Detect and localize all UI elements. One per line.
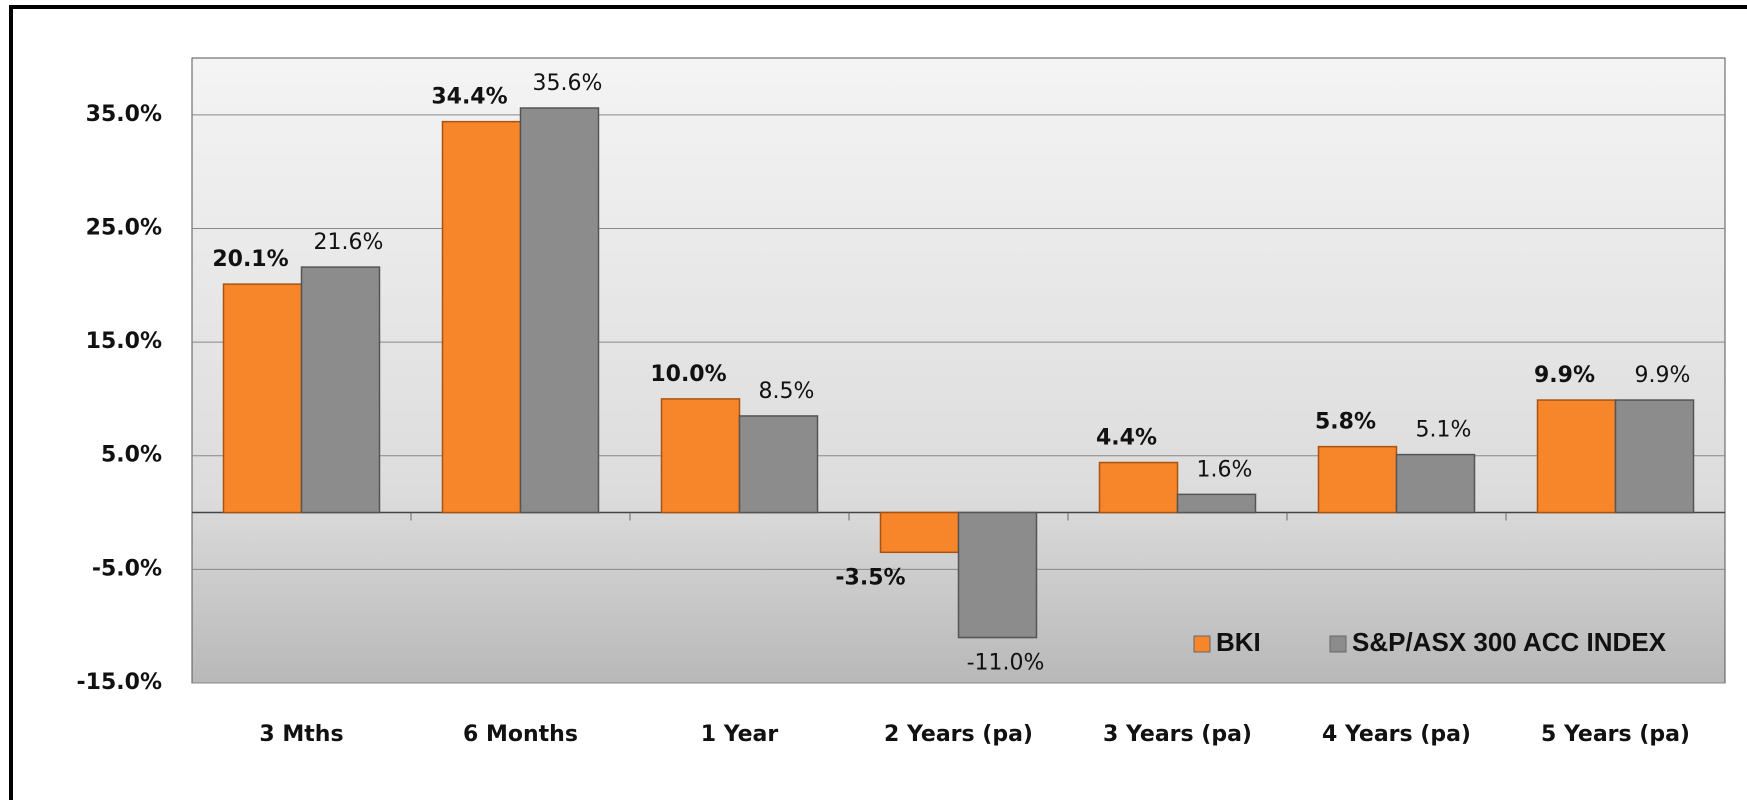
data-label: 34.4% xyxy=(431,85,507,110)
y-tick-label: 25.0% xyxy=(86,215,162,240)
x-tick-label: 4 Years (pa) xyxy=(1322,722,1471,747)
data-label: 4.4% xyxy=(1096,426,1157,451)
y-tick-label: -15.0% xyxy=(77,670,162,695)
bar xyxy=(519,107,600,514)
frame xyxy=(9,5,1747,800)
data-label: 5.8% xyxy=(1315,410,1376,435)
y-tick-label: 5.0% xyxy=(101,443,162,468)
x-tick-label: 3 Years (pa) xyxy=(1103,722,1252,747)
bar xyxy=(957,511,1038,639)
data-label: 9.9% xyxy=(1534,363,1595,388)
bar xyxy=(222,283,303,514)
x-tick-label: 1 Year xyxy=(701,722,779,747)
data-label: -11.0% xyxy=(967,651,1045,676)
data-label: 5.1% xyxy=(1416,418,1472,443)
y-tick-label: 35.0% xyxy=(86,102,162,127)
data-label: 21.6% xyxy=(314,230,384,255)
bar xyxy=(1395,453,1476,514)
legend-label: S&P/ASX 300 ACC INDEX xyxy=(1352,627,1667,657)
bar xyxy=(879,511,960,554)
bar xyxy=(1536,399,1617,514)
x-tick-label: 6 Months xyxy=(463,722,578,747)
bar xyxy=(441,120,522,514)
data-label: 1.6% xyxy=(1197,457,1253,482)
x-tick-label: 3 Mths xyxy=(259,722,343,747)
x-tick-label: 2 Years (pa) xyxy=(884,722,1033,747)
data-label: 35.6% xyxy=(533,71,603,96)
bar xyxy=(300,266,381,514)
bar xyxy=(1098,461,1179,514)
data-label: 9.9% xyxy=(1635,363,1691,388)
bar xyxy=(1176,493,1257,514)
data-label: 8.5% xyxy=(759,379,815,404)
data-label: 20.1% xyxy=(212,247,288,272)
bar xyxy=(660,398,741,514)
bar xyxy=(1614,399,1695,514)
legend-swatch xyxy=(1329,635,1347,653)
x-tick-label: 5 Years (pa) xyxy=(1541,722,1690,747)
y-tick-label: 15.0% xyxy=(86,329,162,354)
y-tick-label: -5.0% xyxy=(92,556,162,581)
bar xyxy=(738,415,819,514)
data-label: -3.5% xyxy=(835,565,905,590)
bar xyxy=(1317,445,1398,514)
legend-label: BKI xyxy=(1216,627,1261,657)
legend-swatch xyxy=(1193,635,1211,653)
data-label: 10.0% xyxy=(650,362,726,387)
